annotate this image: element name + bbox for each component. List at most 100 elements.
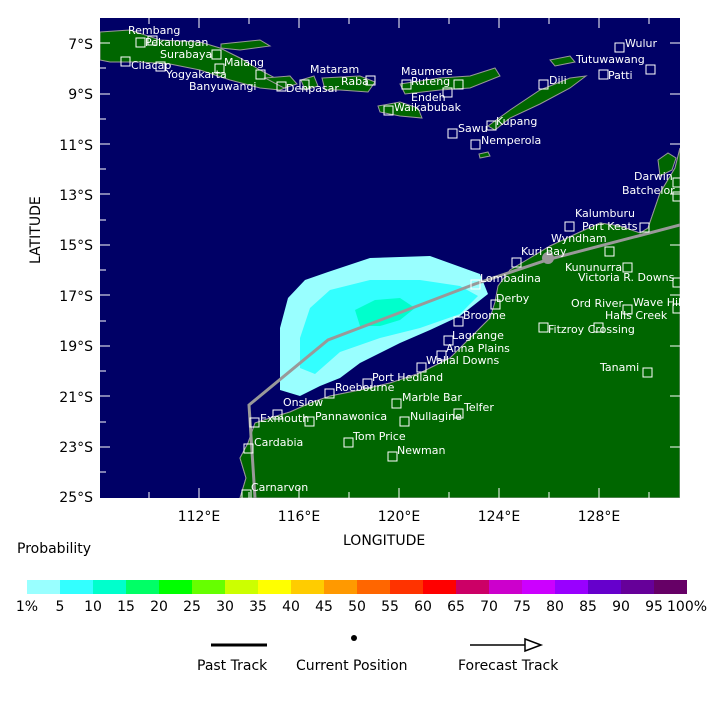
place-marker-icon <box>243 443 254 454</box>
place-label: Dili <box>549 74 567 87</box>
colorbar-label: 45 <box>315 599 333 615</box>
colorbar-label: 55 <box>381 599 399 615</box>
place-marker-icon <box>443 335 454 346</box>
place-label: Waikabubak <box>394 101 462 114</box>
place-marker-icon <box>470 139 481 150</box>
colorbar-swatch <box>291 580 324 594</box>
lat-tick-label: 23°S <box>59 440 93 456</box>
place-marker-icon <box>255 69 266 80</box>
colorbar-label: 5 <box>55 599 65 615</box>
land-timor <box>487 75 588 131</box>
place-marker-icon <box>639 222 650 233</box>
colorbar-label: 20 <box>150 599 168 615</box>
colorbar-label: 1% <box>15 599 39 615</box>
place-marker-icon <box>470 279 481 290</box>
place-markers: RembangPekalonganCilacapSurabayaMalangYo… <box>120 24 680 498</box>
place-label: Sawu <box>458 122 488 135</box>
place-marker-icon <box>399 416 410 427</box>
place-label: Ruteng <box>411 75 450 88</box>
place-label: Anna Plains <box>446 342 510 355</box>
place-label: Patti <box>608 69 633 82</box>
lat-tick-label: 11°S <box>59 138 93 154</box>
place-label: Batchelor <box>622 184 675 197</box>
place-marker-icon <box>622 304 633 315</box>
colorbar-swatch <box>324 580 357 594</box>
place-marker-icon <box>453 316 464 327</box>
place-label: Lombadina <box>480 272 541 285</box>
place-marker-icon <box>135 37 146 48</box>
place-marker-icon <box>672 191 680 202</box>
place-label: Maumere <box>401 65 453 78</box>
lat-tick-label: 7°S <box>68 37 93 53</box>
place-label: Banyuwangi <box>189 80 257 93</box>
place-label: Kuri Bay <box>521 245 567 258</box>
place-marker-icon <box>416 362 427 373</box>
place-label: Lagrange <box>452 329 504 342</box>
place-marker-icon <box>391 398 402 409</box>
place-label: Kalumburu <box>575 207 635 220</box>
colorbar-label: 50 <box>348 599 366 615</box>
place-label: Raba <box>341 75 369 88</box>
place-label: Mataram <box>310 63 359 76</box>
place-label: Roebourne <box>335 381 395 394</box>
place-label: Kupang <box>496 115 537 128</box>
place-label: Tom Price <box>352 430 406 443</box>
land-savu <box>478 151 491 159</box>
place-marker-icon <box>490 299 501 310</box>
colorbar-label: 95 <box>645 599 663 615</box>
place-marker-icon <box>241 489 252 498</box>
land-wetar <box>549 55 576 67</box>
colorbar-label: 75 <box>513 599 531 615</box>
current-position-label: Current Position <box>296 658 408 674</box>
place-marker-icon <box>564 221 575 232</box>
place-marker-icon <box>604 246 615 257</box>
colorbar-label: 60 <box>414 599 432 615</box>
place-marker-icon <box>622 262 633 273</box>
place-marker-icon <box>155 61 166 72</box>
place-label: Victoria R. Downs <box>578 271 675 284</box>
prob-10-15 <box>355 298 415 326</box>
place-marker-icon <box>276 81 287 92</box>
lon-tick-label: 116°E <box>277 509 321 525</box>
place-label: Port Keats <box>582 220 638 233</box>
place-marker-icon <box>453 408 464 419</box>
lat-tick-label: 25°S <box>59 490 93 506</box>
place-label: Fitzroy Crossing <box>548 323 635 336</box>
current-position-marker <box>542 252 554 264</box>
place-label: Surabaya <box>160 48 212 61</box>
map-svg: RembangPekalonganCilacapSurabayaMalangYo… <box>100 18 680 498</box>
place-label: Onslow <box>283 396 323 409</box>
land-tiwi-islands <box>657 152 677 177</box>
place-marker-icon <box>304 416 315 427</box>
place-label: Exmouth <box>260 412 309 425</box>
colorbar-swatch <box>522 580 555 594</box>
longitude-axis-title: LONGITUDE <box>343 533 426 549</box>
place-label: Carnarvon <box>251 481 308 494</box>
lat-tick-label: 19°S <box>59 339 93 355</box>
lat-ticks <box>100 18 680 498</box>
current-position-icon <box>351 635 357 641</box>
land-sumbawa <box>321 75 376 93</box>
place-marker-icon <box>672 277 680 288</box>
colorbar-swatch <box>390 580 423 594</box>
place-marker-icon <box>598 69 609 80</box>
colorbar-label: 90 <box>612 599 630 615</box>
place-marker-icon <box>453 79 464 90</box>
place-marker-icon <box>614 42 625 53</box>
place-label: Cardabia <box>254 436 303 449</box>
forecast-track-icon <box>470 637 544 653</box>
colorbar-swatch <box>654 580 687 594</box>
place-marker-icon <box>486 120 497 131</box>
lon-tick-label: 112°E <box>177 509 221 525</box>
colorbar-label: 65 <box>447 599 465 615</box>
place-label: Wulur <box>625 37 657 50</box>
place-label: Kununurra <box>565 261 622 274</box>
place-label: Wyndham <box>551 232 607 245</box>
colorbar-swatch <box>621 580 654 594</box>
place-marker-icon <box>593 322 604 333</box>
colorbar-swatch <box>456 580 489 594</box>
place-label: Nullagine <box>410 410 462 423</box>
colorbar-swatch <box>60 580 93 594</box>
lat-tick-label: 9°S <box>68 87 93 103</box>
place-label: Pekalongan <box>145 36 208 49</box>
